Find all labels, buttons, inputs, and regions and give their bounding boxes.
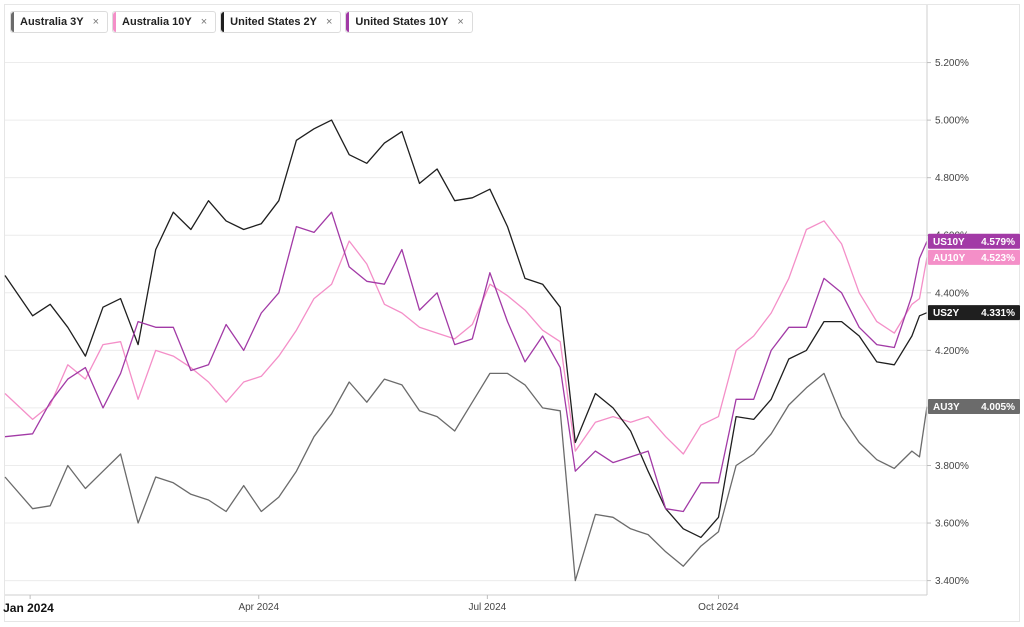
price-tag-value: 4.523%: [981, 253, 1015, 264]
price-tag-label: AU10Y: [933, 253, 966, 264]
legend-chip-australia-3y[interactable]: Australia 3Y ×: [10, 11, 109, 33]
y-tick-label: 3.600%: [935, 519, 969, 530]
legend-color-bar: [113, 12, 117, 32]
legend-label: United States 10Y: [355, 16, 449, 28]
price-tag-label: US2Y: [933, 308, 959, 319]
series-line-us10y[interactable]: [4, 211, 928, 513]
legend-label: Australia 10Y: [122, 16, 192, 28]
legend-chip-united-states-10y[interactable]: United States 10Y ×: [345, 11, 473, 33]
series-line-au10y[interactable]: [4, 220, 928, 455]
series-line-us2y[interactable]: [4, 119, 928, 539]
y-axis: 3.400%3.600%3.800%4.000%4.200%4.400%4.60…: [926, 5, 969, 595]
price-tag-label: AU3Y: [933, 402, 960, 413]
series-line-au3y[interactable]: [4, 372, 928, 582]
grid: [5, 62, 927, 582]
price-tags: AU3Y 4.005% AU10Y 4.523% US2Y 4.331% US10Y 4.57…: [928, 233, 1020, 414]
legend-label: Australia 3Y: [20, 16, 84, 28]
price-tag-au3y: AU3Y 4.005%: [928, 398, 1020, 414]
price-tag-us10y: US10Y 4.579%: [928, 233, 1020, 249]
x-tick-label: Jul 2024: [468, 602, 506, 613]
close-icon[interactable]: ×: [325, 16, 333, 28]
y-tick-label: 4.800%: [935, 173, 969, 184]
y-tick-label: 5.200%: [935, 58, 969, 69]
y-tick-label: 5.000%: [935, 116, 969, 127]
x-tick-label: Oct 2024: [698, 602, 739, 613]
legend-color-bar: [221, 12, 225, 32]
series-lines: [4, 119, 928, 582]
legend-label: United States 2Y: [230, 16, 317, 28]
legend-chip-australia-10y[interactable]: Australia 10Y ×: [112, 11, 217, 33]
price-tag-value: 4.005%: [981, 402, 1015, 413]
x-tick-label: Jan 2024: [3, 601, 54, 615]
close-icon[interactable]: ×: [457, 16, 464, 28]
close-icon[interactable]: ×: [92, 16, 100, 28]
price-tag-value: 4.579%: [981, 237, 1015, 248]
y-tick-label: 3.400%: [935, 576, 969, 587]
price-tag-au10y: AU10Y 4.523%: [928, 249, 1020, 265]
legend: Australia 3Y × Australia 10Y × United St…: [10, 11, 473, 33]
legend-color-bar: [11, 12, 14, 32]
y-tick-label: 4.400%: [935, 288, 969, 299]
legend-color-bar: [346, 12, 350, 32]
y-tick-label: 4.200%: [935, 346, 969, 357]
close-icon[interactable]: ×: [200, 16, 208, 28]
x-axis: Jan 2024 Apr 2024 Jul 2024 Oct 2024: [3, 594, 927, 615]
price-tag-label: US10Y: [933, 237, 965, 248]
x-tick-label: Apr 2024: [238, 602, 279, 613]
price-tag-us2y: US2Y 4.331%: [928, 305, 1020, 321]
y-tick-label: 3.800%: [935, 461, 969, 472]
price-tag-value: 4.331%: [981, 308, 1015, 319]
legend-chip-united-states-2y[interactable]: United States 2Y ×: [220, 11, 342, 33]
